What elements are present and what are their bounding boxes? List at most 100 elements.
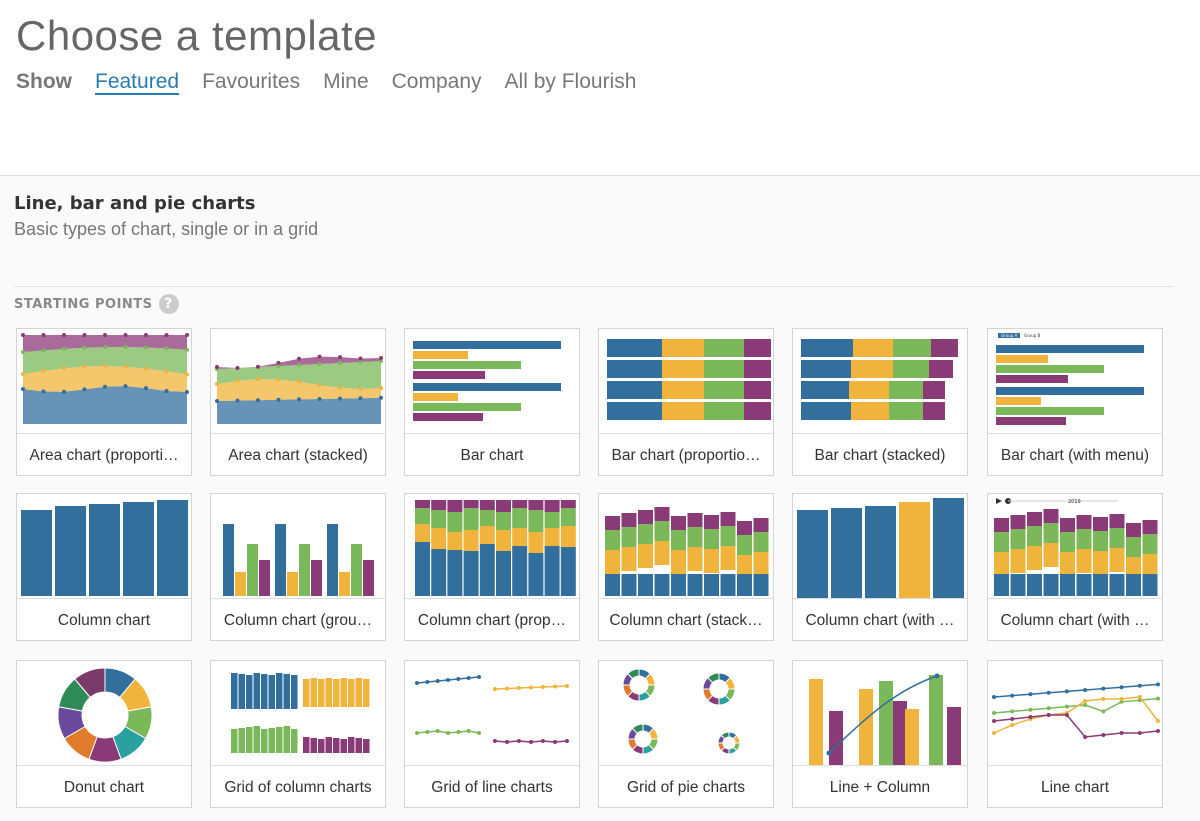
thumb-shape <box>671 530 686 550</box>
thumb-shape <box>1046 713 1051 717</box>
thumb-shape <box>276 364 281 368</box>
template-card[interactable]: Area chart (proporti… <box>16 328 192 476</box>
thumb-shape <box>317 362 322 366</box>
thumb-shape <box>41 333 46 337</box>
tab[interactable]: Mine <box>323 70 369 93</box>
template-card[interactable]: Area chart (stacked) <box>210 328 386 476</box>
thumb-shape <box>435 729 440 733</box>
thumb-shape <box>893 360 929 378</box>
template-card[interactable]: Grid of pie charts <box>598 660 774 808</box>
tab[interactable]: Company <box>391 70 482 93</box>
tab[interactable]: Featured <box>95 70 180 93</box>
template-card[interactable]: Line chart <box>987 660 1163 808</box>
thumb-shape <box>1109 548 1125 572</box>
template-card[interactable]: 2019 Column chart (with … <box>987 493 1163 641</box>
thumb-shape <box>283 674 290 709</box>
template-card[interactable]: Column chart (with … <box>792 493 968 641</box>
template-card[interactable]: Column chart (stack… <box>598 493 774 641</box>
template-card[interactable]: Grid of column charts <box>210 660 386 808</box>
thumb-shape <box>720 731 730 740</box>
thumb-shape <box>446 731 450 735</box>
thumb-shape <box>1076 549 1092 573</box>
thumb-shape <box>654 507 670 521</box>
thumb-shape <box>1027 574 1042 596</box>
thumbnail <box>231 673 370 753</box>
template-card[interactable]: Column chart <box>16 493 192 641</box>
show-label: Show <box>16 70 72 93</box>
tab[interactable]: Favourites <box>202 70 301 93</box>
thumb-shape <box>1028 692 1033 697</box>
thumb-shape <box>1126 537 1141 557</box>
thumb-shape <box>720 574 736 596</box>
thumb-shape <box>496 512 511 530</box>
template-card[interactable]: Bar chart (stacked) <box>792 328 968 476</box>
template-card[interactable]: Grid of line charts <box>404 660 580 808</box>
thumb-shape <box>496 551 511 596</box>
thumb-shape <box>463 530 479 551</box>
thumb-shape <box>993 683 1159 698</box>
thumb-shape <box>671 516 686 530</box>
thumb-shape <box>164 346 169 351</box>
template-section: Line, bar and pie charts Basic types of … <box>0 175 1200 821</box>
thumb-shape <box>994 532 1009 552</box>
template-card[interactable]: Bar chart <box>404 328 580 476</box>
thumb-shape <box>363 679 370 707</box>
thumb-shape <box>348 679 355 707</box>
thumb-shape <box>801 360 851 378</box>
thumb-shape <box>82 387 87 392</box>
thumb-shape <box>1064 713 1069 717</box>
template-card[interactable]: Column chart (prop… <box>404 493 580 641</box>
thumb-shape <box>638 510 653 524</box>
thumb-shape <box>1064 704 1069 709</box>
thumb-shape <box>1126 574 1141 596</box>
thumb-shape <box>55 506 86 596</box>
thumb-shape <box>238 728 245 753</box>
thumb-shape <box>565 684 569 688</box>
template-card[interactable]: Donut chart <box>16 660 192 808</box>
thumb-shape <box>358 386 363 391</box>
thumb-shape <box>82 345 87 350</box>
thumb-shape <box>853 339 893 357</box>
thumb-shape <box>528 500 544 510</box>
thumbnail <box>215 354 383 424</box>
thumb-shape <box>327 524 338 596</box>
help-icon[interactable]: ? <box>158 294 179 314</box>
thumb-shape <box>1010 515 1026 529</box>
thumb-shape <box>1010 574 1026 596</box>
thumb-shape <box>338 361 342 365</box>
thumb-shape <box>256 364 260 369</box>
template-card[interactable]: Group A Group B Bar chart (with menu) <box>987 328 1163 476</box>
thumbnail <box>21 500 188 596</box>
thumb-shape <box>801 402 851 420</box>
template-card[interactable]: Line + Column <box>792 660 968 808</box>
thumb-shape <box>123 345 128 350</box>
thumb-shape <box>41 368 46 373</box>
thumb-shape <box>1028 715 1033 719</box>
thumb-shape <box>317 397 322 401</box>
thumb-shape <box>164 388 169 393</box>
template-card[interactable]: Column chart (grou… <box>210 493 386 641</box>
page-title: Choose a template <box>16 12 378 59</box>
card-label: Column chart (with … <box>793 598 967 642</box>
thumb-shape <box>415 681 419 685</box>
thumb-shape <box>621 513 637 527</box>
thumb-shape <box>297 379 301 384</box>
tab[interactable]: All by Flourish <box>504 70 637 93</box>
card-label: Bar chart <box>405 433 579 477</box>
thumb-shape <box>605 550 620 574</box>
thumb-shape <box>607 381 662 399</box>
thumb-shape <box>931 339 958 357</box>
thumb-shape <box>89 504 120 596</box>
thumb-shape <box>1060 518 1075 532</box>
thumb-shape <box>217 356 381 369</box>
thumb-shape <box>74 667 106 699</box>
thumb-shape <box>1043 543 1059 567</box>
thumb-shape <box>253 673 260 709</box>
thumb-shape <box>1060 574 1075 596</box>
thumb-shape <box>1043 509 1059 523</box>
thumb-shape <box>413 341 561 349</box>
card-label: Grid of column charts <box>211 765 385 809</box>
thumb-shape <box>671 574 686 596</box>
template-card[interactable]: Bar chart (proportio… <box>598 328 774 476</box>
thumb-shape <box>62 346 66 351</box>
